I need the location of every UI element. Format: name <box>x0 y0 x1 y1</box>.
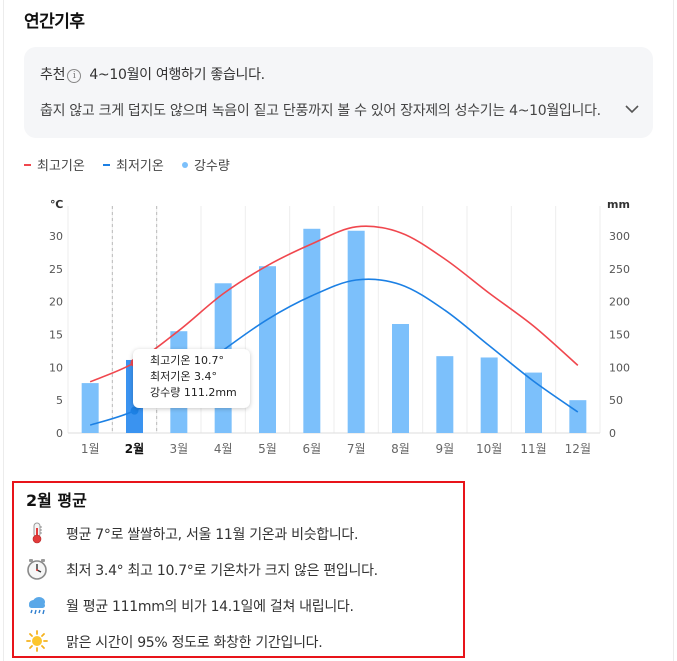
summary-text: 맑은 시간이 95% 정도로 화창한 기간입니다. <box>66 635 323 651</box>
recommendation-description: 춥지 않고 크게 덥지도 않으며 녹음이 짙고 단풍까지 볼 수 있어 장자제의… <box>40 103 601 119</box>
legend-label: 최고기온 <box>37 159 85 174</box>
y-left-tick-label: 15 <box>49 329 63 342</box>
chart-tooltip: 최고기온 10.7° 최저기온 3.4° 강수량 111.2mm <box>133 349 250 408</box>
recommendation-headline: 4~10월이 여행하기 좋습니다. <box>89 67 265 83</box>
y-right-tick-label: 150 <box>609 329 630 342</box>
x-tick-label: 2월 <box>125 441 144 456</box>
legend-marker-precipitation <box>181 162 188 168</box>
y-left-tick-label: 10 <box>49 361 63 374</box>
section-title: 연간기후 <box>24 12 85 32</box>
precipitation-bar <box>436 356 454 433</box>
y-left-tick-label: 30 <box>49 230 63 243</box>
recommendation-headline-row: 추천 i 4~10월이 여행하기 좋습니다. <box>40 64 265 84</box>
legend-item-min-temp[interactable]: 최저기온 <box>102 155 164 174</box>
x-tick-label: 6월 <box>302 442 321 456</box>
sun-icon <box>26 630 48 652</box>
y-right-unit: mm <box>607 198 630 211</box>
legend-item-precipitation[interactable]: 강수량 <box>181 155 230 174</box>
y-left-unit: ℃ <box>50 198 63 211</box>
summary-text: 월 평균 111mm의 비가 14.1일에 걸쳐 내립니다. <box>66 599 354 615</box>
tooltip-min-temp: 최저기온 3.4° <box>150 370 217 383</box>
x-tick-label: 3월 <box>169 442 188 456</box>
y-right-tick-label: 200 <box>609 296 630 309</box>
legend-label: 강수량 <box>193 159 230 174</box>
max-temp-line <box>89 225 579 383</box>
precipitation-bar <box>347 230 365 433</box>
summary-text: 최저 3.4° 최고 10.7°로 기온차가 크지 않은 편입니다. <box>66 563 378 579</box>
recommendation-box: 추천 i 4~10월이 여행하기 좋습니다. 춥지 않고 크게 덥지도 않으며 녹… <box>24 47 653 138</box>
precipitation-bar <box>525 372 542 433</box>
y-left-tick-label: 25 <box>49 263 63 276</box>
x-tick-label: 5월 <box>258 442 277 456</box>
y-right-tick-label: 100 <box>609 361 630 374</box>
x-tick-label: 11월 <box>520 442 546 456</box>
x-tick-label: 12월 <box>565 442 591 456</box>
y-left-tick-label: 5 <box>56 394 63 407</box>
summary-title: 2월 평균 <box>26 491 87 510</box>
thermometer-icon <box>32 522 42 544</box>
precipitation-bar <box>480 357 498 433</box>
climate-chart: 0 5 10 15 20 25 30 ℃ 0 50 100 150 200 250 300 mm 1월 2월 3월 4… <box>49 198 630 456</box>
chevron-down-icon <box>625 105 639 114</box>
legend-item-max-temp[interactable]: 최고기온 <box>24 155 85 174</box>
clock-icon <box>27 559 47 580</box>
precipitation-bar <box>569 400 587 433</box>
legend-marker-max-temp <box>24 164 31 166</box>
chart-legend: 최고기온 최저기온 강수량 <box>24 155 244 174</box>
month-summary: 2월 평균 평균 7°로 쌀쌀하고, 서울 11월 기온과 비슷합니다. 최저 … <box>12 481 465 658</box>
panel-border-right <box>673 0 674 661</box>
y-right-tick-label: 50 <box>609 394 623 407</box>
y-right-tick-label: 0 <box>609 427 616 440</box>
rain-cloud-icon <box>29 597 45 615</box>
tooltip-max-temp: 최고기온 10.7° <box>150 354 224 367</box>
y-right-tick-label: 300 <box>609 230 630 243</box>
x-tick-label: 4월 <box>214 442 233 456</box>
legend-marker-min-temp <box>102 164 110 166</box>
precipitation-bar <box>392 323 409 433</box>
x-tick-label: 8월 <box>391 442 410 456</box>
expand-button[interactable] <box>622 99 642 119</box>
x-tick-label: 9월 <box>435 442 454 456</box>
y-left-tick-label: 20 <box>49 296 63 309</box>
info-icon[interactable]: i <box>67 69 82 83</box>
legend-label: 최저기온 <box>115 159 164 174</box>
precipitation-bar <box>259 266 276 433</box>
min-temp-selected-point <box>130 406 139 415</box>
x-tick-label: 10월 <box>476 442 502 456</box>
y-left-tick-label: 0 <box>56 427 63 440</box>
recommendation-tag: 추천 <box>40 67 66 83</box>
precipitation-bar <box>303 228 321 433</box>
summary-text: 평균 7°로 쌀쌀하고, 서울 11월 기온과 비슷합니다. <box>66 527 359 543</box>
precipitation-bar <box>81 383 99 433</box>
x-tick-label: 1월 <box>81 442 100 456</box>
panel-border-left <box>3 0 4 661</box>
x-tick-label: 7월 <box>347 442 366 456</box>
y-right-tick-label: 250 <box>609 263 630 276</box>
tooltip-precipitation: 강수량 111.2mm <box>150 386 237 399</box>
